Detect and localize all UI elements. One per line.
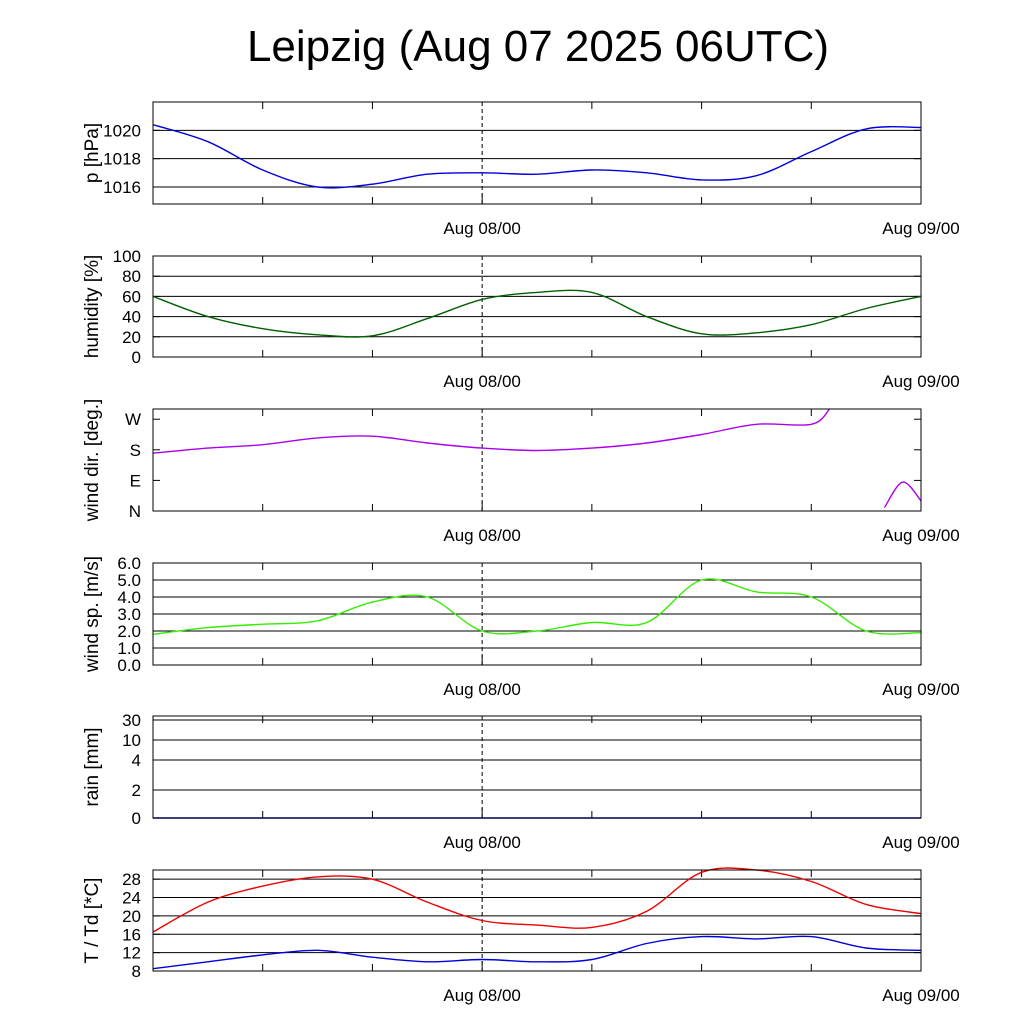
y-tick-label: 4: [132, 751, 141, 770]
y-tick-label: E: [130, 471, 141, 490]
y-tick-label: 12: [122, 944, 141, 963]
y-tick-label: 2: [132, 781, 141, 800]
y-tick-label: 1020: [103, 121, 141, 140]
panel-frame: [152, 408, 922, 512]
y-tick-label: 20: [122, 328, 141, 347]
x-tick-label: Aug 09/00: [882, 372, 960, 391]
panel-frame: [152, 101, 922, 205]
y-tick-label: 6.0: [117, 554, 141, 573]
y-tick-label: 100: [113, 247, 141, 266]
y-tick-label: 10: [122, 731, 141, 750]
y-axis-label: T / Td [*C]: [82, 878, 103, 964]
y-tick-label: 1016: [103, 178, 141, 197]
y-axis-label: humidity [%]: [82, 255, 103, 358]
y-tick-label: 20: [122, 907, 141, 926]
x-tick-label: Aug 09/00: [882, 219, 960, 238]
x-tick-label: Aug 08/00: [443, 219, 521, 238]
y-tick-label: 0: [132, 348, 141, 367]
x-tick-label: Aug 09/00: [882, 986, 960, 1005]
x-tick-label: Aug 08/00: [443, 680, 521, 699]
series-line-1: [152, 935, 922, 970]
x-tick-label: Aug 08/00: [443, 372, 521, 391]
series-line-0: [883, 481, 922, 509]
y-tick-label: 3.0: [117, 605, 141, 624]
panel-0: 1016 1018 1020 Aug 08/00 Aug 09/00 p [hPa]: [82, 101, 960, 238]
y-tick-label: 1018: [103, 150, 141, 169]
y-tick-label: 0: [132, 809, 141, 828]
y-axis-label: wind dir. [deg.]: [82, 399, 103, 523]
x-tick-label: Aug 09/00: [882, 680, 960, 699]
series-line-0: [152, 124, 922, 189]
y-axis-label: rain [mm]: [82, 727, 103, 806]
y-tick-label: 28: [122, 870, 141, 889]
y-tick-label: 40: [122, 308, 141, 327]
panel-3: 0.01.02.03.04.05.06.0 Aug 08/00 Aug 09/00 w…: [82, 554, 960, 699]
y-tick-label: 30: [122, 711, 141, 730]
panel-frame: [152, 869, 922, 972]
series-line-0: [152, 867, 922, 933]
y-tick-label: 16: [122, 925, 141, 944]
x-tick-label: Aug 08/00: [443, 526, 521, 545]
y-tick-label: 2.0: [117, 622, 141, 641]
y-tick-label: 8: [132, 962, 141, 981]
y-tick-label: 60: [122, 287, 141, 306]
y-tick-label: 4.0: [117, 588, 141, 607]
panel-frame: [152, 562, 922, 666]
y-tick-label: N: [129, 502, 141, 521]
y-axis-label: wind sp. [m/s]: [82, 556, 103, 673]
series-line-0: [152, 578, 922, 636]
panel-frame: [152, 255, 922, 358]
series-line-0: [152, 289, 922, 338]
series-line-0: [152, 408, 831, 454]
x-tick-label: Aug 08/00: [443, 986, 521, 1005]
y-axis-label: p [hPa]: [82, 123, 103, 183]
y-tick-label: 80: [122, 267, 141, 286]
chart-title: Leipzig (Aug 07 2025 06UTC): [246, 22, 830, 71]
y-tick-label: 24: [122, 889, 141, 908]
y-tick-label: W: [125, 410, 141, 429]
x-tick-label: Aug 09/00: [882, 526, 960, 545]
y-tick-label: 1.0: [117, 639, 141, 658]
x-tick-label: Aug 09/00: [882, 833, 960, 852]
panel-frame: [152, 715, 922, 819]
y-tick-label: S: [130, 441, 141, 460]
x-tick-label: Aug 08/00: [443, 833, 521, 852]
y-tick-label: 0.0: [117, 656, 141, 675]
y-tick-label: 5.0: [117, 571, 141, 590]
